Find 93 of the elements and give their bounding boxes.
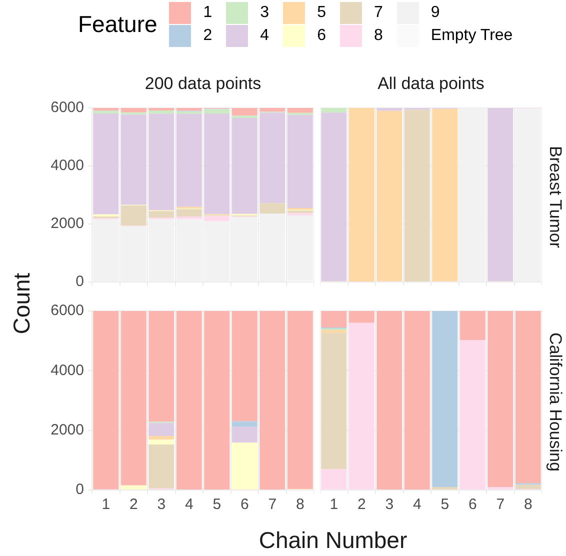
- bar: [321, 332, 347, 470]
- legend-label: 8: [374, 27, 383, 45]
- legend-label: 6: [317, 27, 326, 45]
- bar: [321, 108, 347, 113]
- bar: [321, 469, 347, 490]
- bar: [432, 311, 458, 488]
- x-tick-label: 8: [296, 496, 304, 514]
- bar: [321, 311, 347, 328]
- bar: [204, 114, 230, 214]
- legend-label: 9: [430, 4, 440, 22]
- bar: [232, 426, 258, 443]
- bar: [232, 118, 258, 214]
- x-tick-label: 1: [102, 496, 110, 514]
- x-tick-label: 5: [440, 496, 450, 514]
- bar: [376, 110, 402, 282]
- bar: [93, 108, 119, 111]
- y-tick-label: 4000: [50, 362, 84, 379]
- bar: [287, 210, 313, 214]
- bar: [93, 114, 119, 214]
- bar: [120, 108, 146, 112]
- bar: [515, 484, 541, 489]
- y-tick-label: 0: [76, 481, 84, 498]
- bar: [120, 205, 146, 226]
- bar: [287, 114, 313, 208]
- bar: [148, 311, 174, 422]
- bar: [148, 211, 174, 218]
- bar: [148, 422, 174, 436]
- bar: [93, 110, 119, 114]
- bar: [321, 330, 347, 333]
- x-tick-label: 5: [212, 496, 222, 514]
- y-tick-label: 0: [76, 273, 84, 290]
- x-tick-label: 2: [129, 496, 138, 514]
- bar: [260, 108, 286, 112]
- y-tick-label: 6000: [50, 302, 84, 320]
- bar: [176, 209, 202, 216]
- bar: [148, 110, 174, 114]
- chart-title: 200 data points: [144, 74, 262, 94]
- bar: [260, 112, 286, 203]
- bar: [232, 311, 258, 422]
- bar: [148, 444, 174, 488]
- x-tick-label: 1: [330, 496, 338, 514]
- x-axis-title: Chain Number: [258, 527, 408, 554]
- bar: [176, 114, 202, 207]
- bar: [176, 216, 202, 220]
- bar: [488, 311, 514, 488]
- legend-label: 1: [203, 4, 212, 22]
- bar: [120, 311, 146, 486]
- y-tick-label: 4000: [50, 157, 84, 174]
- y-tick-label: 6000: [50, 99, 84, 116]
- legend-label: 2: [203, 27, 212, 45]
- bar: [260, 203, 286, 214]
- bar: [460, 311, 486, 340]
- x-tick-label: 7: [496, 496, 505, 514]
- bar: [287, 108, 313, 113]
- legend-title: Feature: [78, 11, 158, 38]
- bar: [120, 114, 146, 205]
- bar: [120, 485, 146, 490]
- x-tick-label: 8: [524, 496, 532, 514]
- bar: [321, 112, 347, 282]
- bar: [348, 311, 374, 323]
- bar: [176, 108, 202, 111]
- bar: [204, 109, 230, 114]
- chart-title: All data points: [376, 74, 486, 94]
- legend-label: Empty Tree: [430, 27, 513, 45]
- bar: [232, 116, 258, 118]
- x-tick-label: 7: [268, 496, 277, 514]
- bar: [376, 108, 402, 111]
- bar: [148, 436, 174, 440]
- bar: [348, 322, 374, 490]
- x-tick-label: 6: [240, 496, 249, 514]
- x-tick-label: 2: [357, 496, 366, 514]
- bar: [148, 440, 174, 445]
- legend-label: 4: [260, 27, 270, 45]
- x-tick-label: 4: [412, 496, 422, 514]
- bar: [232, 421, 258, 427]
- y-tick-label: 2000: [50, 215, 84, 232]
- x-tick-label: 4: [184, 496, 194, 514]
- legend-label: 3: [260, 4, 270, 22]
- bar: [460, 340, 486, 490]
- x-tick-label: 3: [385, 496, 394, 514]
- bar: [232, 442, 258, 490]
- legend-label: 7: [374, 4, 383, 22]
- bar: [515, 311, 541, 484]
- bar: [148, 114, 174, 210]
- x-tick-label: 3: [157, 496, 166, 514]
- y-tick-label: 2000: [50, 421, 84, 438]
- bar: [232, 108, 258, 116]
- x-tick-label: 6: [468, 496, 477, 514]
- y2-axis-title: Breast Tumor: [545, 144, 565, 250]
- y2-axis-title: California Housing: [545, 331, 565, 473]
- legend-label: 5: [317, 4, 326, 22]
- y-axis-title: Count: [8, 272, 36, 336]
- bar: [204, 216, 230, 222]
